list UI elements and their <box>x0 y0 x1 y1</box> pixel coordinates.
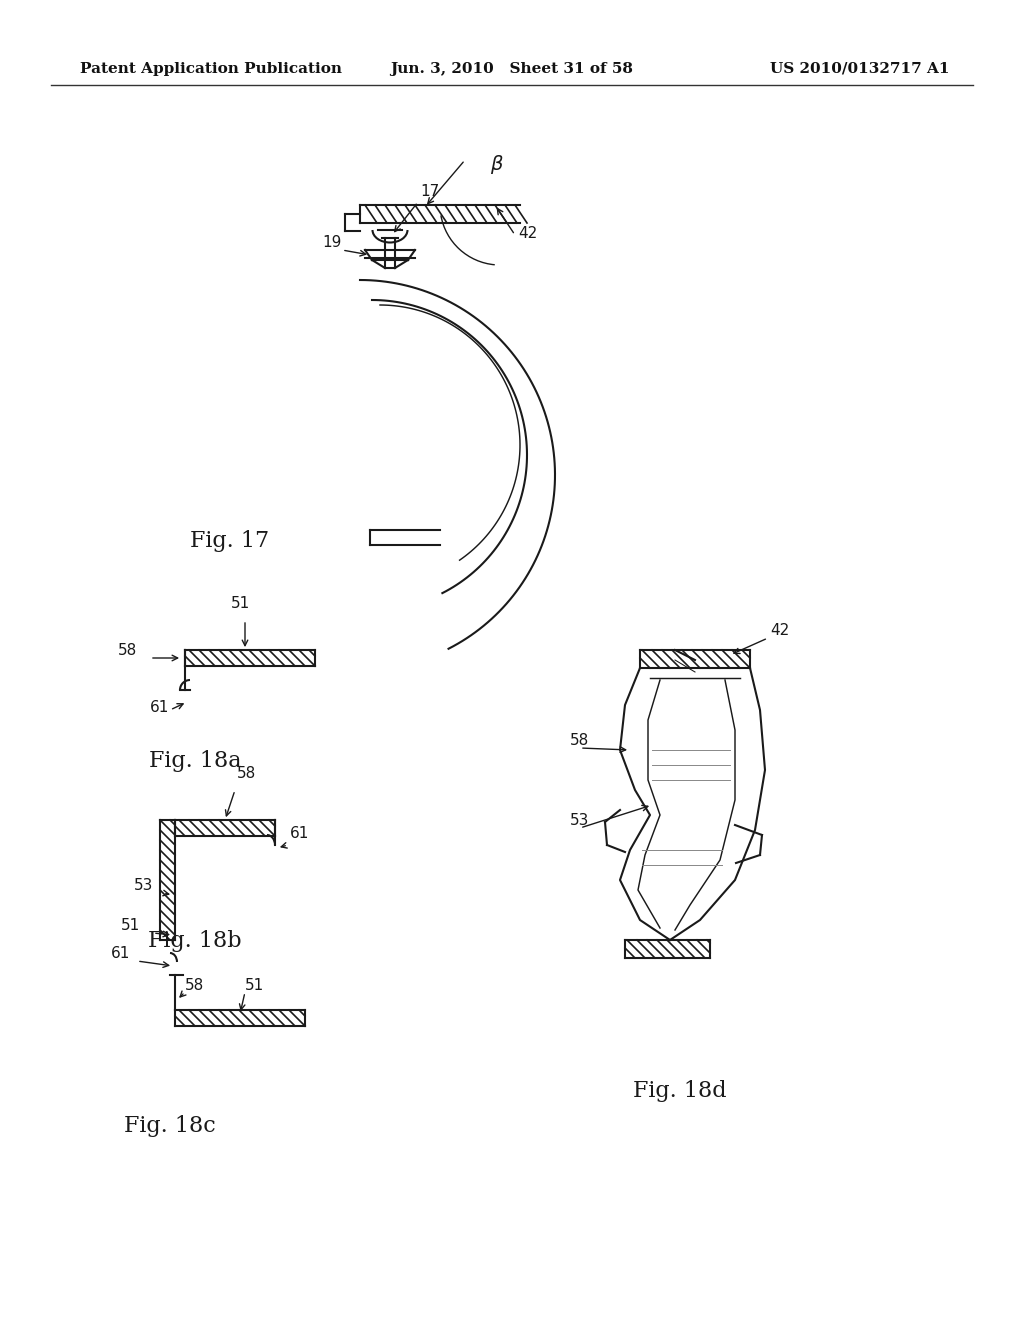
Text: Fig. 17: Fig. 17 <box>190 531 269 552</box>
Text: 53: 53 <box>570 813 590 828</box>
Text: 17: 17 <box>420 183 439 199</box>
Text: 61: 61 <box>151 700 170 715</box>
Text: 42: 42 <box>518 226 538 242</box>
Text: 61: 61 <box>111 946 130 961</box>
Text: Jun. 3, 2010   Sheet 31 of 58: Jun. 3, 2010 Sheet 31 of 58 <box>390 62 634 77</box>
Text: 51: 51 <box>245 978 264 993</box>
Text: US 2010/0132717 A1: US 2010/0132717 A1 <box>770 62 950 77</box>
Text: Fig. 18b: Fig. 18b <box>148 931 242 952</box>
Text: 19: 19 <box>322 235 341 249</box>
Text: Fig. 18c: Fig. 18c <box>124 1115 216 1137</box>
Text: Fig. 18d: Fig. 18d <box>633 1080 727 1102</box>
Text: 51: 51 <box>121 917 140 933</box>
Text: 61: 61 <box>290 826 309 841</box>
Text: 58: 58 <box>118 643 137 657</box>
Text: β: β <box>490 154 503 174</box>
Text: Fig. 18a: Fig. 18a <box>148 750 242 772</box>
Text: 58: 58 <box>185 978 204 993</box>
Text: 53: 53 <box>133 878 153 894</box>
Text: 51: 51 <box>230 597 250 611</box>
Text: 58: 58 <box>570 733 589 748</box>
Text: Patent Application Publication: Patent Application Publication <box>80 62 342 77</box>
Text: 58: 58 <box>237 766 256 781</box>
Text: 42: 42 <box>770 623 790 638</box>
